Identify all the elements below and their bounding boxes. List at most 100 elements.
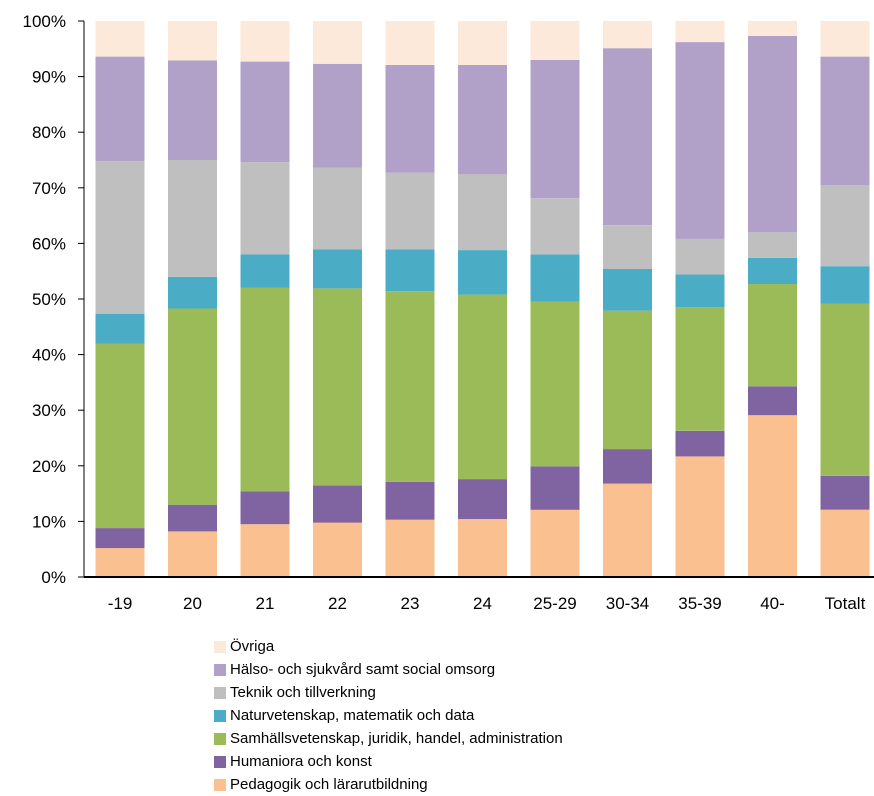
bar-segment <box>168 21 217 61</box>
y-tick-label: 100% <box>23 12 66 31</box>
bar-segment <box>168 276 217 309</box>
bar-segment <box>530 21 580 60</box>
bar-segment <box>95 314 145 344</box>
legend-item: Humaniora och konst <box>214 750 563 773</box>
legend-item: Övriga <box>214 635 563 658</box>
bar-segment <box>603 449 652 484</box>
bar-segment <box>820 303 870 476</box>
bar-segment <box>385 481 435 520</box>
bar-segment <box>603 48 652 226</box>
legend-label: Naturvetenskap, matematik och data <box>230 707 475 724</box>
legend-label: Övriga <box>230 638 275 655</box>
legend-swatch <box>214 686 226 699</box>
bar-segment <box>458 174 507 251</box>
bar-segment <box>95 548 145 577</box>
y-tick-label: 20% <box>32 457 66 476</box>
x-tick-label: 24 <box>473 594 492 613</box>
y-tick-label: 70% <box>32 179 66 198</box>
bar-segment <box>675 430 725 457</box>
legend-swatch <box>214 640 226 653</box>
y-tick-label: 80% <box>32 123 66 142</box>
legend-swatch <box>214 732 226 745</box>
bar-segment <box>603 310 652 450</box>
legend-item: Hälso- och sjukvård samt social omsorg <box>214 658 563 681</box>
bar-segment <box>603 21 652 49</box>
legend-label: Samhällsvetenskap, juridik, handel, admi… <box>230 730 563 747</box>
bar-segment <box>603 225 652 269</box>
bar-segment <box>385 249 435 292</box>
legend-label: Humaniora och konst <box>230 753 372 770</box>
x-tick-label: 21 <box>256 594 275 613</box>
bar-segment <box>168 504 217 532</box>
legend-swatch <box>214 663 226 676</box>
bar-segment <box>748 415 797 577</box>
bar-segment <box>530 59 580 199</box>
bar-segment <box>313 288 362 486</box>
bar-segment <box>168 160 217 277</box>
bar-segment <box>675 239 725 275</box>
bar-segment <box>313 485 362 523</box>
bar-segment <box>313 21 362 64</box>
x-tick-label: 22 <box>328 594 347 613</box>
bar-segment <box>313 249 362 289</box>
bar-segment <box>458 479 507 520</box>
bar-segment <box>603 269 652 311</box>
bar-segment <box>675 21 725 43</box>
bar-segment <box>820 185 870 267</box>
bar-segment <box>313 63 362 168</box>
bar-segment <box>240 162 290 255</box>
bar-segment <box>240 21 290 62</box>
y-tick-label: 40% <box>32 346 66 365</box>
bar-segment <box>458 21 507 65</box>
bar-segment <box>168 60 217 160</box>
bar-segment <box>530 254 580 302</box>
x-tick-label: 25-29 <box>533 594 576 613</box>
bar-segment <box>95 56 145 162</box>
bar-segment <box>168 531 217 577</box>
bar-segment <box>530 509 580 577</box>
bar-segment <box>675 456 725 577</box>
legend-swatch <box>214 755 226 768</box>
bar-segment <box>748 386 797 416</box>
x-tick-label: 40- <box>760 594 785 613</box>
x-tick-label: 35-39 <box>678 594 721 613</box>
bar-segment <box>95 528 145 549</box>
bar-segment <box>748 21 797 36</box>
bar-segment <box>240 524 290 577</box>
x-tick-label: -19 <box>108 594 133 613</box>
bar-segment <box>240 61 290 163</box>
bar-segment <box>385 64 435 173</box>
bar-segment <box>385 291 435 482</box>
bar-segment <box>675 307 725 431</box>
bar-segment <box>748 284 797 387</box>
y-tick-label: 0% <box>41 568 66 587</box>
bar-segment <box>313 522 362 577</box>
bar-segment <box>603 483 652 577</box>
legend-item: Naturvetenskap, matematik och data <box>214 704 563 727</box>
bar-segment <box>820 475 870 510</box>
y-tick-label: 90% <box>32 68 66 87</box>
bar-segment <box>313 167 362 250</box>
x-tick-label: Totalt <box>825 594 866 613</box>
bar-segment <box>240 254 290 288</box>
bar-segment <box>95 343 145 529</box>
bar-segment <box>675 42 725 239</box>
bar-segment <box>748 36 797 233</box>
bar-segment <box>675 274 725 308</box>
legend-label: Teknik och tillverkning <box>230 684 376 701</box>
bar-segment <box>240 491 290 525</box>
legend-item: Teknik och tillverkning <box>214 681 563 704</box>
bar-segment <box>530 301 580 467</box>
bar-segment <box>95 161 145 314</box>
bar-segment <box>820 56 870 185</box>
bar-segment <box>458 519 507 577</box>
bar-segment <box>458 294 507 480</box>
y-tick-label: 30% <box>32 401 66 420</box>
bar-segment <box>385 519 435 577</box>
bar-segment <box>458 250 507 295</box>
legend: Övriga Hälso- och sjukvård samt social om… <box>214 635 563 796</box>
x-tick-label: 30-34 <box>606 594 649 613</box>
bar-segment <box>385 172 435 250</box>
bar-segment <box>385 21 435 65</box>
x-tick-label: 23 <box>401 594 420 613</box>
